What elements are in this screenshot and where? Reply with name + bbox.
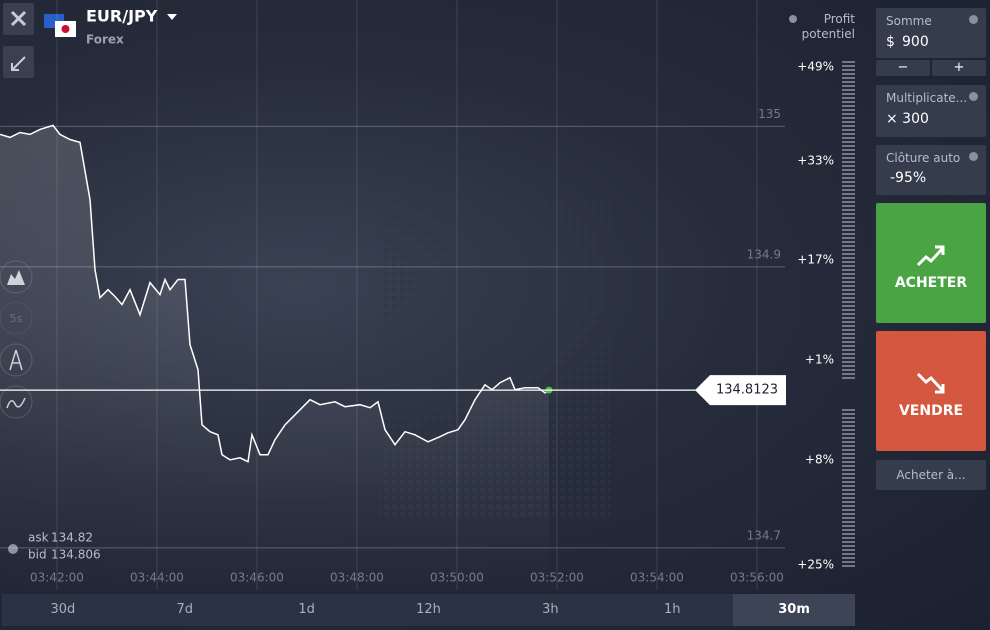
multiplier-box[interactable]: Multiplicate... × 300 (876, 85, 986, 137)
buy-button[interactable]: ACHETER (876, 203, 986, 323)
auto-close: -95% (890, 170, 927, 186)
amount: 900 (902, 34, 929, 50)
amount-box[interactable]: Somme $ 900 (876, 8, 986, 58)
chart-area: EUR/JPY Forex 5s ask 134.82 bid 134.806 … (0, 0, 856, 591)
multiplier-label: Multiplicate... (886, 91, 968, 105)
auto-close-box[interactable]: Clôture auto -95% (876, 145, 986, 195)
profit-title: Profit potentiel (802, 12, 856, 41)
timeframe-bar (2, 594, 855, 626)
y-tick-label: 134.7 (747, 528, 781, 542)
timeframe[interactable]: 12h (416, 602, 441, 617)
profit-title-line: potentiel (802, 27, 855, 41)
market: Forex (86, 33, 124, 47)
profit-label: +33% (797, 154, 834, 168)
sell-icon (916, 372, 945, 394)
sell-button[interactable]: VENDRE (876, 331, 986, 451)
plus-button[interactable]: + (932, 60, 986, 76)
current-price: 134.8123 (716, 383, 778, 398)
sell-label: VENDRE (898, 403, 964, 419)
profit-title-line: Profit (824, 12, 856, 26)
minus-button[interactable]: − (876, 60, 930, 76)
profit-label: +8% (805, 453, 834, 467)
y-tick-label: 134.9 (747, 247, 781, 261)
buy-icon (916, 245, 945, 267)
current-price-tag (695, 375, 786, 406)
collapse-button[interactable] (3, 46, 34, 78)
auto-close-label: Clôture auto (886, 151, 961, 165)
timeframe[interactable]: 3h (542, 602, 559, 617)
multiplier: × 300 (886, 111, 929, 127)
buy-label: ACHETER (894, 275, 968, 291)
amount-label: Somme (886, 14, 932, 28)
x-tick-label: 03:56:00 (730, 571, 784, 585)
timeframe[interactable]: 30m (733, 594, 855, 626)
timeframe[interactable]: 1d (298, 602, 315, 617)
timeframe[interactable]: 1h (663, 602, 681, 617)
currency: $ (886, 34, 895, 50)
profit-label: +49% (797, 60, 834, 74)
profit-label: +25% (797, 558, 834, 572)
help-icon[interactable] (969, 152, 978, 161)
timeframe[interactable]: 7d (176, 602, 194, 617)
profit-label: +17% (797, 253, 834, 267)
help-icon[interactable] (969, 15, 978, 24)
x-tick-label: 03:54:00 (630, 571, 684, 585)
help-icon[interactable] (969, 92, 978, 101)
timeframe[interactable]: 30d (50, 602, 76, 617)
price-area (0, 125, 549, 591)
flag-jp-dot (61, 25, 70, 33)
close-icon (10, 10, 27, 27)
collapse-icon (11, 56, 26, 71)
buy-at-button[interactable]: Acheter à... (876, 460, 986, 490)
profit-label: +1% (805, 353, 834, 367)
price-line (0, 124, 550, 463)
symbol[interactable]: EUR/JPY (86, 7, 158, 26)
profit-help[interactable] (789, 15, 797, 23)
symbol-dropdown[interactable] (167, 14, 177, 20)
y-tick-label: 135 (758, 107, 781, 121)
